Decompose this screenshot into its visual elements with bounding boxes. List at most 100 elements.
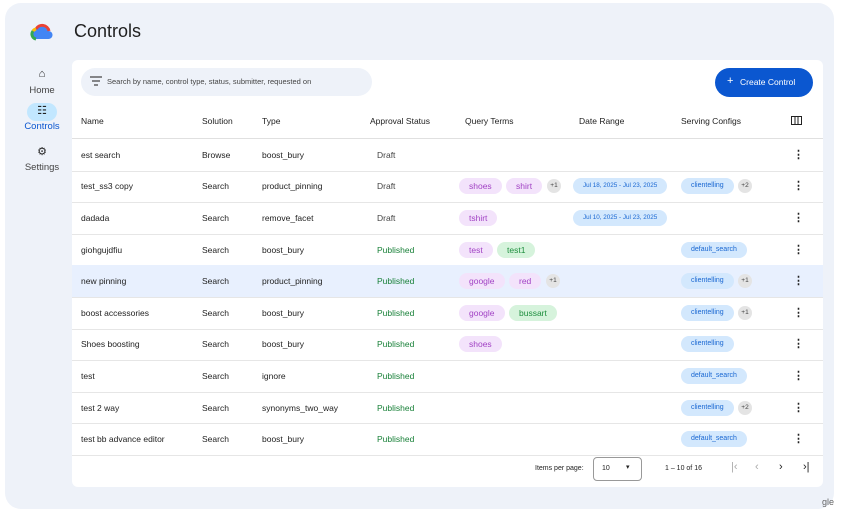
cell-type: boost_bury [262,434,305,445]
cell-name: new pinning [81,276,127,287]
select-arrow: ▾ [626,464,630,471]
more-chip: +1 [738,274,752,289]
cell-solution: Search [202,307,229,318]
cell-type: boost_bury [262,307,305,318]
row-rule [72,328,823,330]
create-label: Create Control [740,77,796,87]
chip: bussart [509,304,557,321]
row-rule [72,297,823,298]
cell-solution: Search [202,434,229,445]
filter-icon [90,76,102,86]
column-header: Query Terms [465,116,514,126]
nav-item[interactable]: Controls [24,121,60,132]
chip: test1 [497,241,536,258]
header-rule [72,138,823,139]
row-menu[interactable]: ⋮ [793,212,804,224]
chip: clientelling [681,336,734,353]
row-menu[interactable]: ⋮ [793,338,804,351]
page-size-value: 10 [602,465,610,472]
pager-button[interactable]: ‹ [755,461,759,473]
chip: clientelling [681,399,734,416]
nav-item[interactable]: Settings [24,162,60,173]
pager-button[interactable]: › [779,461,783,473]
cell-name: test_ss3 copy [81,181,133,192]
row-menu[interactable]: ⋮ [793,306,804,319]
column-header: Solution [202,116,233,126]
items-per-page-label: Items per page: [535,465,584,472]
more-chip: +1 [547,179,561,194]
cell-solution: Search [202,276,229,287]
row-rule [72,423,823,425]
search-placeholder: Search by name, control type, status, su… [107,77,312,86]
page-title: Controls [74,21,142,41]
cell-status: Draft [377,213,396,223]
create-plus: + [727,75,734,87]
column-header: Type [262,116,281,126]
chip: clientelling [681,273,734,290]
cell-type: product_pinning [262,276,323,287]
cell-solution: Search [202,402,229,413]
footer-fragment: gle [822,497,835,507]
cell-name: test 2 way [81,402,120,413]
chip: Jul 18, 2025 - Jul 23, 2025 [573,178,668,195]
pager-button[interactable]: ›| [803,461,810,473]
column-header: Date Range [579,116,625,126]
cell-solution: Search [202,339,229,350]
pager-button[interactable]: |‹ [731,461,738,473]
create-button[interactable] [715,68,813,97]
row-rule [72,170,823,172]
nav-item[interactable]: Home [29,85,55,96]
cell-name: giohgujdfiu [81,244,123,255]
cell-type: remove_facet [262,213,314,223]
cell-name: test [81,371,95,381]
row-menu[interactable]: ⋮ [793,243,804,256]
row-menu[interactable]: ⋮ [793,370,804,382]
cell-type: ignore [262,371,286,381]
cell-name: est search [81,149,121,160]
chip: default_search [681,431,747,448]
chip: red [509,273,542,290]
nav-icon: ⌂ [38,68,46,80]
cell-status: Published [377,339,415,350]
chip: google [459,304,505,321]
chip: default_search [681,241,747,258]
search-box[interactable] [81,68,372,96]
nav-icon: ☷ [37,105,47,117]
row-rule [72,202,823,204]
cell-type: boost_bury [262,149,305,160]
page-size-select[interactable] [593,457,642,481]
cell-status: Draft [377,181,396,192]
chip: test [459,241,493,258]
row-rule [72,455,823,456]
cell-status: Published [377,371,415,381]
cell-status: Published [377,402,415,413]
chip: clientelling [681,304,734,321]
cell-type: product_pinning [262,181,323,192]
row-menu[interactable]: ⋮ [793,433,804,446]
row-menu[interactable]: ⋮ [793,180,804,193]
cell-solution: Search [202,213,229,223]
cell-type: boost_bury [262,244,305,255]
more-chip: +2 [738,400,752,415]
row-menu[interactable]: ⋮ [793,401,804,414]
more-chip: +2 [738,179,752,194]
row-rule [72,360,823,362]
row-menu[interactable]: ⋮ [793,275,804,288]
cell-status: Published [377,307,415,318]
more-chip: +1 [738,305,752,320]
cell-status: Draft [377,149,396,160]
cell-type: synonyms_two_way [262,402,339,413]
cell-status: Published [377,434,415,445]
row-menu[interactable]: ⋮ [793,148,804,161]
chip: Jul 10, 2025 - Jul 23, 2025 [573,210,668,226]
cell-solution: Search [202,371,229,381]
cell-name: Shoes boosting [81,339,140,350]
cell-status: Published [377,244,415,255]
cell-solution: Browse [202,149,231,160]
cell-name: dadada [81,213,110,223]
columns-icon[interactable] [791,116,802,125]
nav-icon: ⚙ [37,146,47,158]
cell-solution: Search [202,181,229,192]
chip: shirt [506,178,543,195]
